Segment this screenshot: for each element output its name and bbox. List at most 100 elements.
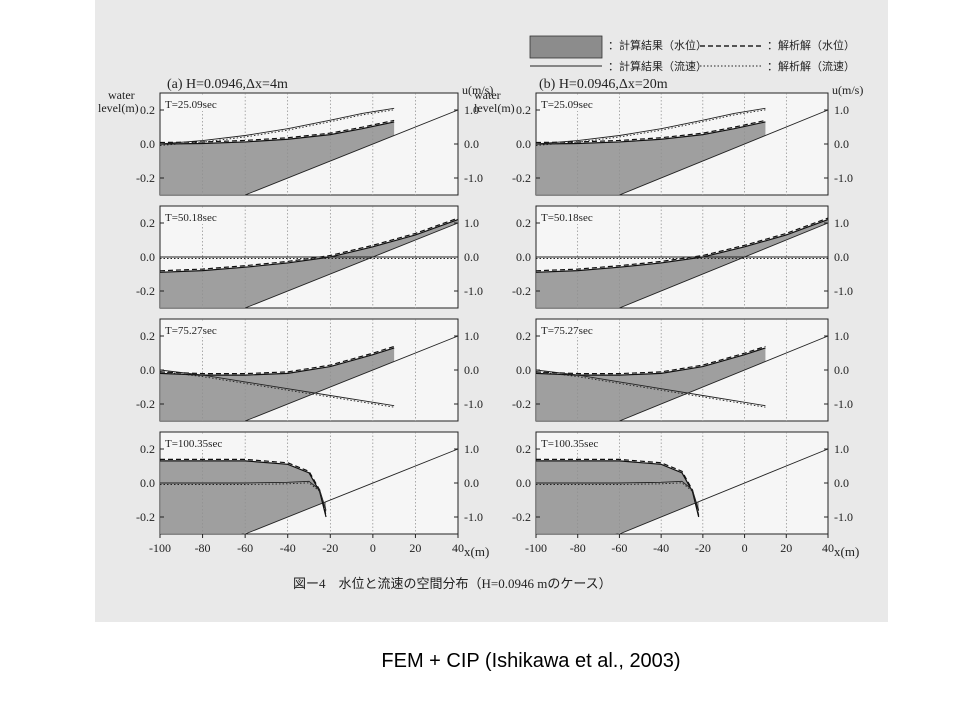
water-level-line [160,460,327,518]
frame-label-bg [163,322,231,337]
y-tick-label: 0.0 [516,363,531,377]
y-tick-right-label: 0.0 [834,363,849,377]
velocity-analytic-line [160,482,327,512]
subplot-frame: T=100.35sec 0.2 0.0 -0.2 1.0 0.0 -1.0 [512,431,853,535]
water-level-line [535,121,766,145]
beach-slope [244,448,459,535]
x-tick-label: 20 [780,541,792,555]
frame-label: T=100.35sec [165,438,222,450]
y-tick-right-label: 1.0 [464,329,479,343]
y-tick-label: 0.0 [140,137,155,151]
water-area [536,460,699,534]
ylabel-left: level(m) [98,101,139,115]
y-tick-right-label: -1.0 [834,397,853,411]
y-tick-right-label: 0.0 [834,137,849,151]
y-tick-right-label: 1.0 [464,216,479,230]
y-tick-right-label: 1.0 [834,442,849,456]
beach-slope [244,222,459,309]
ylabel-left: water [474,88,501,102]
x-axis-label: x(m) [464,544,489,559]
panel-a: (a) H=0.0946,Δx=4mwaterlevel(m)u(m/s)T=2… [98,77,493,559]
x-tick-label: -60 [237,541,253,555]
x-tick-label: -20 [322,541,338,555]
ylabel-right: u(m/s) [832,83,863,97]
y-tick-label: 0.0 [140,476,155,490]
y-tick-label: -0.2 [512,397,531,411]
y-tick-label: 0.2 [516,329,531,343]
water-area [160,460,327,534]
water-level-line [159,219,459,273]
y-tick-right-label: 1.0 [834,103,849,117]
subplot-frame: T=50.18sec 0.2 0.0 -0.2 1.0 0.0 -1.0 [136,205,483,309]
legend-calc-velocity: ：計算結果（流速） [608,59,707,73]
water-level-analytic-line [535,345,766,375]
subplot-frame: T=75.27sec 0.2 0.0 -0.2 1.0 0.0 -1.0 [512,318,853,422]
y-tick-label: 0.2 [140,329,155,343]
water-level-analytic-line [535,119,766,144]
y-tick-label: -0.2 [136,284,155,298]
y-tick-label: -0.2 [136,397,155,411]
y-tick-right-label: -1.0 [464,171,483,185]
y-tick-label: 0.2 [140,103,155,117]
beach-slope [619,222,829,309]
beach-slope [244,335,459,422]
water-area [160,121,395,195]
figure-svg: ：計算結果（水位） ：計算結果（流速） ：解析解（水位） ：解析解（流速） 図ー… [95,0,888,622]
water-level-analytic-line [159,217,459,272]
y-tick-right-label: 1.0 [834,216,849,230]
beach-slope [244,109,459,196]
x-tick-label: -100 [525,541,547,555]
frame-label: T=50.18sec [165,212,217,224]
frame-label-bg [163,435,231,450]
x-tick-label: 40 [452,541,464,555]
frame-label: T=50.18sec [541,212,593,224]
water-level-analytic-line [159,345,395,375]
y-tick-label: 0.0 [140,363,155,377]
x-axis-label: x(m) [834,544,859,559]
frame-label-bg [163,209,231,224]
panel-title: (a) H=0.0946,Δx=4m [167,77,288,92]
figure-caption: 図ー4 水位と流速の空間分布（H=0.0946 mのケース） [293,576,612,591]
y-tick-label: 0.0 [516,137,531,151]
y-tick-label: -0.2 [136,510,155,524]
subplot-frame: T=100.35sec 0.2 0.0 -0.2 1.0 0.0 -1.0 [136,431,483,535]
legend-calc-water: ：計算結果（水位） [608,38,707,52]
y-tick-right-label: -1.0 [464,397,483,411]
frame-label-bg [163,96,231,111]
y-tick-right-label: 0.0 [464,363,479,377]
y-tick-label: 0.2 [140,442,155,456]
frame-label: T=75.27sec [541,325,593,337]
y-tick-right-label: 0.0 [464,476,479,490]
y-tick-label: 0.0 [516,250,531,264]
y-tick-label: -0.2 [512,284,531,298]
y-tick-right-label: 0.0 [464,250,479,264]
ylabel-left: level(m) [474,101,515,115]
frame-label: T=100.35sec [541,438,598,450]
x-tick-label: 40 [822,541,834,555]
y-tick-label: 0.2 [516,442,531,456]
frame-label: T=25.09sec [541,99,593,111]
y-tick-right-label: 1.0 [834,329,849,343]
y-tick-right-label: 0.0 [464,137,479,151]
y-tick-label: 0.0 [516,476,531,490]
legend-anal-velocity: ：解析解（流速） [767,59,855,73]
water-area [536,347,766,421]
water-area [160,347,395,421]
subplot-frame: T=25.09sec 0.2 0.0 -0.2 1.0 0.0 -1.0 [512,92,853,196]
velocity-analytic-line [535,109,766,146]
y-tick-label: 0.2 [140,216,155,230]
beach-slope [619,109,829,196]
frame-label-bg [539,209,607,224]
velocity-analytic-line [159,109,395,146]
subplot-frame: T=25.09sec 0.2 0.0 -0.2 1.0 0.0 -1.0 [136,92,483,196]
beach-slope [619,448,829,535]
beach-slope [619,335,829,422]
y-tick-label: -0.2 [512,510,531,524]
x-tick-label: 0 [742,541,748,555]
water-level-analytic-line [535,217,829,272]
y-tick-right-label: -1.0 [834,510,853,524]
water-level-line [535,219,829,273]
subplot-frame: T=75.27sec 0.2 0.0 -0.2 1.0 0.0 -1.0 [136,318,483,422]
y-tick-label: 0.0 [140,250,155,264]
x-tick-label: -80 [570,541,586,555]
